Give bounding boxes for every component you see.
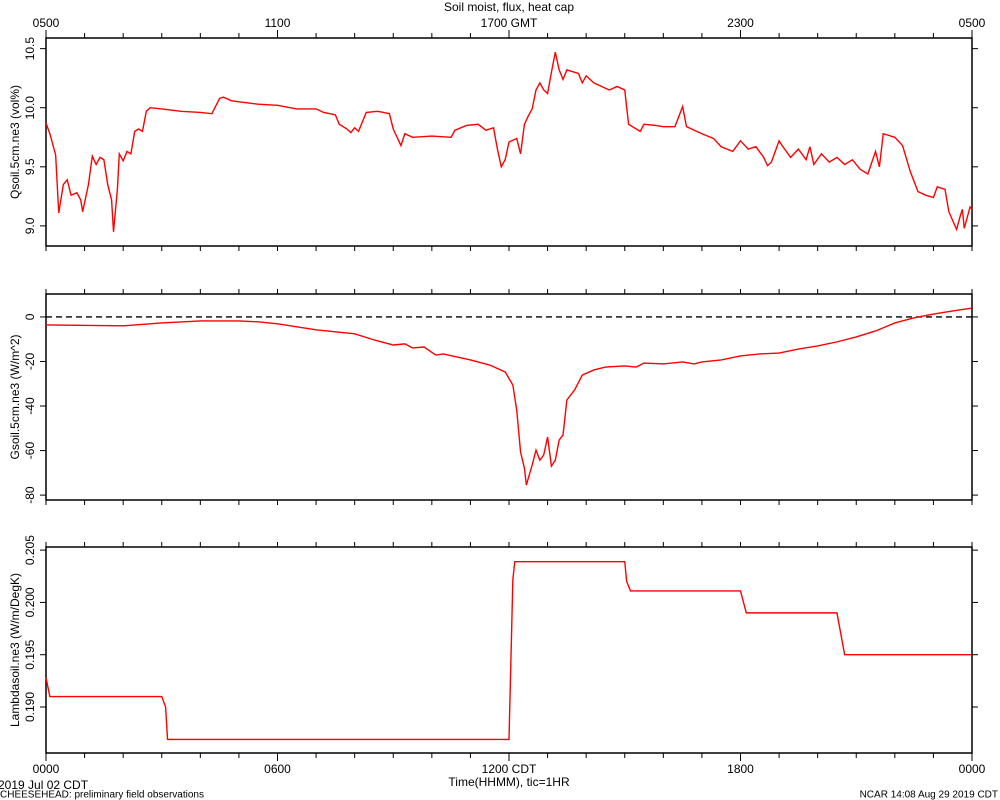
y-tick-label: -80: [23, 486, 37, 504]
x2-tick-label: 1700 GMT: [481, 16, 538, 30]
x-tick-label: 0000: [33, 762, 60, 776]
x-tick-label: 1800: [727, 762, 754, 776]
chart-title: Soil moist, flux, heat cap: [444, 0, 574, 14]
y-tick-label: 10.0: [23, 96, 37, 120]
x-tick-label: 0000: [959, 762, 986, 776]
y-tick-label: 0.205: [23, 535, 37, 565]
y-tick-label: 0.200: [23, 587, 37, 617]
x2-tick-label: 0500: [33, 16, 60, 30]
y-axis-label: Qsoil.5cm.ne3 (vol%): [8, 85, 22, 199]
y-tick-label: 9.5: [23, 158, 37, 175]
data-line: [45, 560, 972, 741]
x-tick-label: 0600: [264, 762, 291, 776]
footer-stamp: NCAR 14:08 Aug 29 2019 CDT: [860, 790, 998, 800]
y-tick-label: 10.5: [23, 37, 37, 61]
x-tick-label: 1200 CDT: [482, 762, 537, 776]
data-line: [45, 307, 973, 486]
footer-date: 2019 Jul 02 CDT: [0, 778, 89, 792]
y-tick-label: 9.0: [23, 217, 37, 234]
y-tick-label: -40: [23, 397, 37, 415]
plot-frame: [45, 293, 973, 501]
y-tick-label: 0.195: [23, 639, 37, 669]
x2-tick-label: 2300: [727, 16, 754, 30]
y-axis-label: Lambdasoil.ne3 (W/m/DegK): [8, 573, 22, 727]
y-tick-label: -20: [23, 352, 37, 370]
data-line: [45, 52, 973, 232]
footer-project: CHEESEHEAD: preliminary field observatio…: [0, 790, 204, 800]
x2-tick-label: 0500: [959, 16, 986, 30]
y-tick-label: 0: [23, 313, 37, 320]
y-tick-label: -60: [23, 442, 37, 460]
y-tick-label: 0.190: [23, 692, 37, 722]
x-axis-label: Time(HHMM), tic=1HR: [448, 775, 570, 789]
y-axis-label: Gsoil.5cm.ne3 (W/m^2): [8, 335, 22, 460]
x2-tick-label: 1100: [265, 16, 291, 30]
